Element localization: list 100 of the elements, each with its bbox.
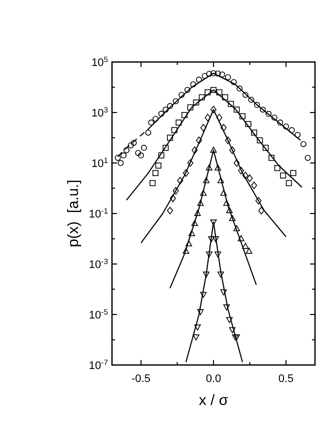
point bbox=[277, 120, 284, 126]
point bbox=[206, 164, 212, 171]
point bbox=[188, 230, 196, 236]
point bbox=[223, 200, 230, 206]
point bbox=[170, 194, 176, 202]
point bbox=[182, 248, 190, 254]
point bbox=[204, 89, 211, 96]
point bbox=[190, 81, 196, 88]
point bbox=[186, 240, 192, 246]
point bbox=[172, 98, 179, 104]
point bbox=[220, 289, 227, 296]
x-tick-label: 0.5 bbox=[278, 373, 294, 385]
point bbox=[202, 177, 210, 184]
y-tick-label: 10$^{-5}$ bbox=[88, 307, 108, 322]
point bbox=[229, 327, 236, 334]
point bbox=[294, 132, 301, 138]
point bbox=[171, 127, 178, 134]
point bbox=[219, 71, 226, 78]
y-tick-label: 10$^{1}$ bbox=[91, 156, 108, 170]
point bbox=[300, 141, 306, 148]
point bbox=[286, 180, 292, 186]
point bbox=[288, 127, 295, 134]
point bbox=[206, 70, 212, 77]
point bbox=[191, 220, 198, 226]
point bbox=[124, 147, 130, 154]
point bbox=[210, 106, 216, 114]
point bbox=[229, 215, 236, 222]
point bbox=[140, 144, 147, 151]
point bbox=[118, 160, 124, 166]
point bbox=[187, 159, 194, 167]
point bbox=[178, 92, 185, 98]
point bbox=[167, 103, 173, 110]
point bbox=[223, 304, 230, 310]
point bbox=[162, 106, 169, 113]
point bbox=[225, 136, 231, 144]
point bbox=[214, 251, 222, 258]
x-tick-label: -0.5 bbox=[132, 373, 150, 385]
point bbox=[198, 94, 205, 100]
point bbox=[202, 72, 208, 79]
point bbox=[260, 106, 266, 113]
point bbox=[135, 150, 142, 156]
point bbox=[162, 144, 169, 151]
point bbox=[192, 334, 200, 340]
point bbox=[248, 96, 254, 103]
point bbox=[158, 152, 164, 158]
point bbox=[148, 120, 154, 126]
point bbox=[210, 70, 216, 76]
point bbox=[204, 114, 211, 122]
point bbox=[114, 154, 121, 161]
point bbox=[120, 152, 127, 158]
point bbox=[245, 121, 252, 128]
point bbox=[206, 251, 212, 258]
point bbox=[274, 165, 280, 172]
y-tick-label: 10$^{-3}$ bbox=[88, 256, 108, 271]
point bbox=[255, 196, 262, 205]
point bbox=[197, 309, 204, 316]
point bbox=[197, 200, 204, 206]
point bbox=[158, 110, 164, 117]
point bbox=[256, 137, 263, 144]
point bbox=[217, 272, 224, 278]
point bbox=[196, 136, 202, 144]
y-tick-label: 10$^{3}$ bbox=[91, 105, 108, 120]
point bbox=[251, 182, 258, 190]
point bbox=[152, 116, 158, 122]
point bbox=[216, 89, 222, 96]
point bbox=[233, 225, 240, 232]
point bbox=[271, 114, 278, 121]
point bbox=[262, 144, 269, 151]
point bbox=[172, 187, 179, 195]
point bbox=[194, 210, 201, 216]
point bbox=[202, 272, 210, 278]
y-axis-title: p(x) [a.u.] bbox=[65, 180, 82, 248]
point bbox=[217, 177, 224, 184]
point bbox=[240, 113, 246, 120]
point bbox=[145, 130, 152, 136]
point bbox=[176, 120, 182, 126]
line-series bbox=[185, 221, 244, 363]
point bbox=[177, 176, 184, 184]
point bbox=[242, 92, 248, 98]
point bbox=[268, 154, 274, 161]
point bbox=[210, 220, 217, 226]
point bbox=[225, 74, 231, 80]
point bbox=[220, 124, 227, 132]
point bbox=[167, 134, 173, 141]
point bbox=[251, 130, 258, 136]
x-axis-title: x / σ bbox=[198, 392, 229, 409]
point bbox=[280, 172, 286, 178]
point bbox=[182, 112, 188, 118]
point bbox=[196, 76, 202, 83]
y-tick-label: 10$^{5}$ bbox=[91, 54, 108, 69]
point bbox=[214, 70, 221, 77]
point bbox=[234, 106, 240, 113]
point bbox=[290, 170, 296, 176]
point bbox=[184, 86, 190, 93]
point bbox=[182, 169, 189, 177]
point bbox=[152, 170, 158, 176]
point bbox=[200, 124, 206, 132]
point bbox=[210, 146, 217, 153]
point bbox=[246, 248, 252, 254]
point bbox=[254, 102, 260, 108]
